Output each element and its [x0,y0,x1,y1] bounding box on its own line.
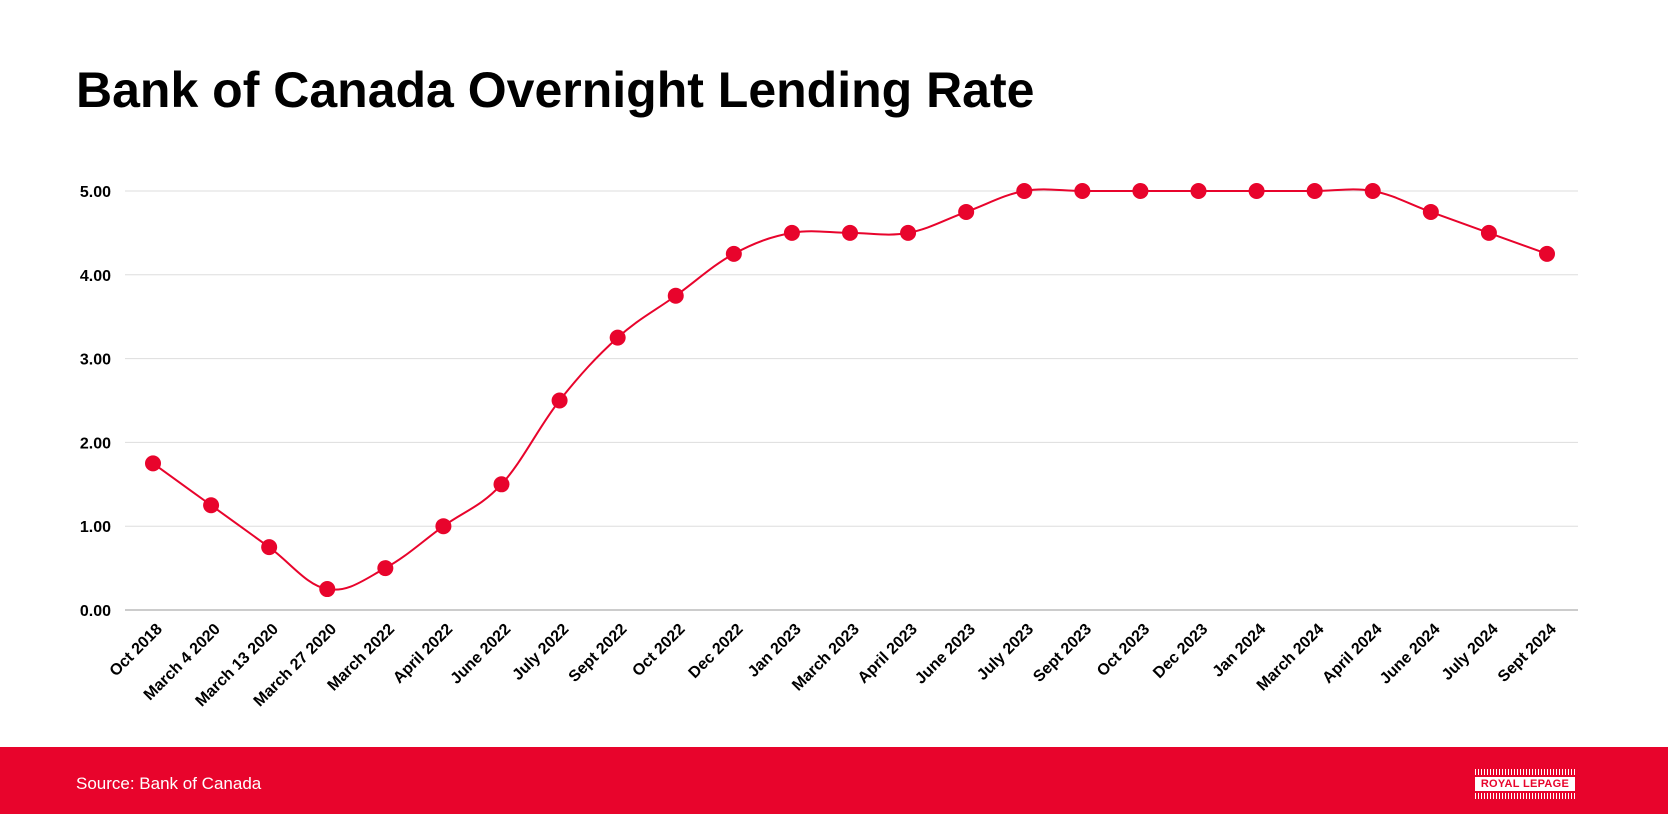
x-tick-label: July 2023 [974,621,1037,684]
data-point [1422,203,1439,220]
data-point [783,224,800,241]
logo-wordmark: ROYAL LEPAGE [1475,777,1575,791]
data-point [1248,183,1265,199]
series-line [152,188,1548,591]
y-tick-label: 0.00 [80,603,111,620]
data-point [203,497,220,514]
y-tick-label: 4.00 [80,268,111,285]
data-point [1539,245,1555,262]
royal-lepage-logo: ROYAL LEPAGE [1475,769,1575,799]
data-point [551,392,568,409]
x-tick-label: July 2022 [509,621,572,684]
x-tick-label: Dec 2022 [686,621,747,682]
y-tick-label: 5.00 [80,184,111,201]
data-point [1480,224,1497,241]
x-tick-label: Jan 2024 [1210,621,1270,681]
x-tick-label: Oct 2023 [1094,621,1153,680]
y-tick-label: 2.00 [80,435,111,452]
data-point [145,455,161,472]
data-points [145,183,1555,598]
data-point [1132,183,1149,199]
chart-title: Bank of Canada Overnight Lending Rate [76,62,1035,118]
data-point [1016,183,1033,199]
x-tick-label: Sept 2023 [1030,621,1095,686]
x-tick-label: Oct 2018 [107,621,166,680]
data-point [958,203,975,220]
x-tick-label: June 2022 [448,621,515,688]
logo-barcode-top [1475,769,1575,775]
data-point [667,287,684,304]
logo-barcode-bottom [1475,793,1575,799]
data-point [377,560,394,577]
y-tick-label: 3.00 [80,352,111,369]
data-point [435,518,452,535]
x-tick-label: Sept 2024 [1495,621,1560,686]
data-point [725,245,742,262]
x-tick-label: April 2024 [1319,621,1385,687]
data-point [609,329,626,346]
x-tick-label: Oct 2022 [629,621,688,680]
x-tick-label: Sept 2022 [566,621,631,686]
data-point [1190,183,1207,199]
data-point [900,224,917,241]
data-point [1074,183,1091,199]
x-tick-label: April 2023 [855,621,921,687]
y-tick-label: 1.00 [80,519,111,536]
x-tick-label: July 2024 [1439,621,1502,684]
x-tick-label: June 2023 [912,621,979,688]
data-point [842,224,858,241]
x-tick-label: June 2024 [1377,621,1444,688]
data-point [1364,183,1381,199]
data-point [493,476,510,493]
x-tick-label: Dec 2023 [1150,621,1211,682]
data-point [261,539,278,556]
footer-bar: Source: Bank of Canada ROYAL LEPAGE [0,747,1668,814]
y-axis: 0.00 1.00 2.00 3.00 4.00 5.00 [80,184,111,620]
data-point [1306,183,1323,199]
rate-line [152,188,1548,591]
x-tick-label: Jan 2023 [745,621,805,681]
x-tick-label: April 2022 [390,621,456,687]
grid-lines [125,190,1578,611]
source-note: Source: Bank of Canada [76,774,262,793]
data-point [319,581,336,598]
